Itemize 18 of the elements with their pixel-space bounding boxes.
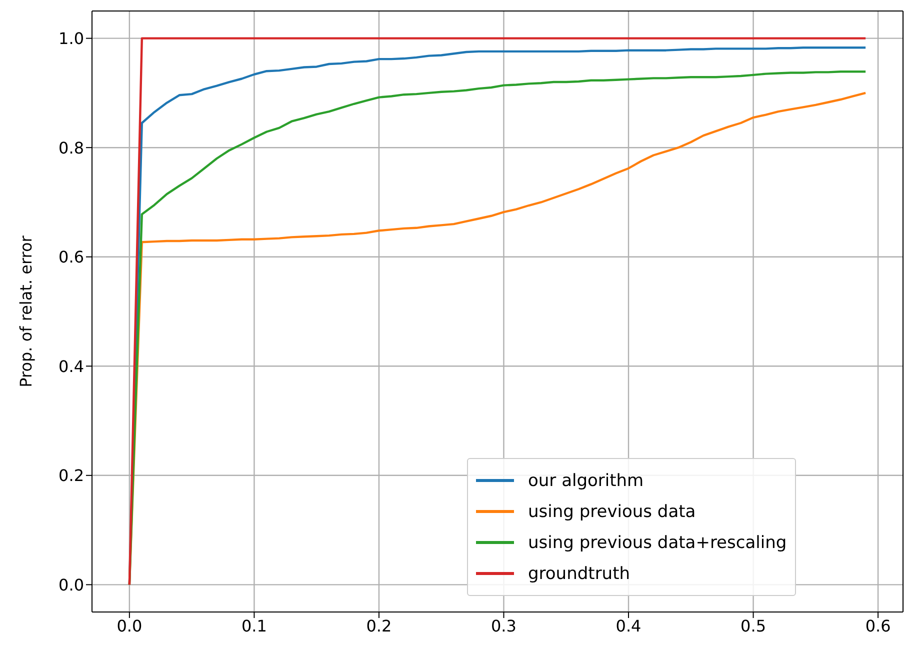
y-tick-label: 0.0 bbox=[58, 575, 84, 594]
y-tick-label: 0.8 bbox=[58, 138, 84, 158]
legend-label: our algorithm bbox=[528, 470, 644, 490]
legend-label: using previous data+rescaling bbox=[528, 532, 787, 552]
y-axis-title: Prop. of relat. error bbox=[16, 235, 36, 388]
legend-label: groundtruth bbox=[528, 564, 630, 584]
y-tick-label: 1.0 bbox=[58, 29, 84, 48]
x-tick-label: 0.2 bbox=[366, 616, 392, 636]
y-tick-label: 0.4 bbox=[58, 356, 84, 376]
x-tick-label: 0.0 bbox=[116, 616, 142, 636]
legend-label: using previous data bbox=[528, 502, 696, 522]
x-tick-label: 0.1 bbox=[241, 616, 267, 636]
y-tick-label: 0.2 bbox=[58, 466, 84, 486]
x-tick-label: 0.3 bbox=[491, 616, 516, 636]
x-tick-label: 0.4 bbox=[616, 616, 642, 636]
y-tick-label: 0.6 bbox=[58, 248, 84, 267]
x-tick-label: 0.6 bbox=[865, 616, 891, 636]
x-tick-label: 0.5 bbox=[740, 616, 766, 636]
